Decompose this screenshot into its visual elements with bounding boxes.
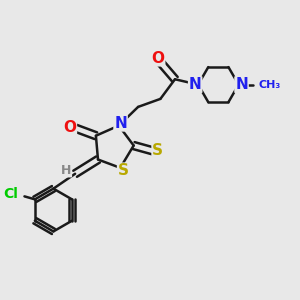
Text: H: H (61, 164, 71, 177)
Text: N: N (235, 77, 248, 92)
Text: S: S (118, 163, 129, 178)
Text: O: O (152, 51, 164, 66)
Text: S: S (152, 143, 163, 158)
Text: CH₃: CH₃ (259, 80, 281, 90)
Text: N: N (114, 116, 127, 131)
Text: Cl: Cl (4, 187, 19, 201)
Text: N: N (189, 77, 202, 92)
Text: O: O (63, 120, 76, 135)
